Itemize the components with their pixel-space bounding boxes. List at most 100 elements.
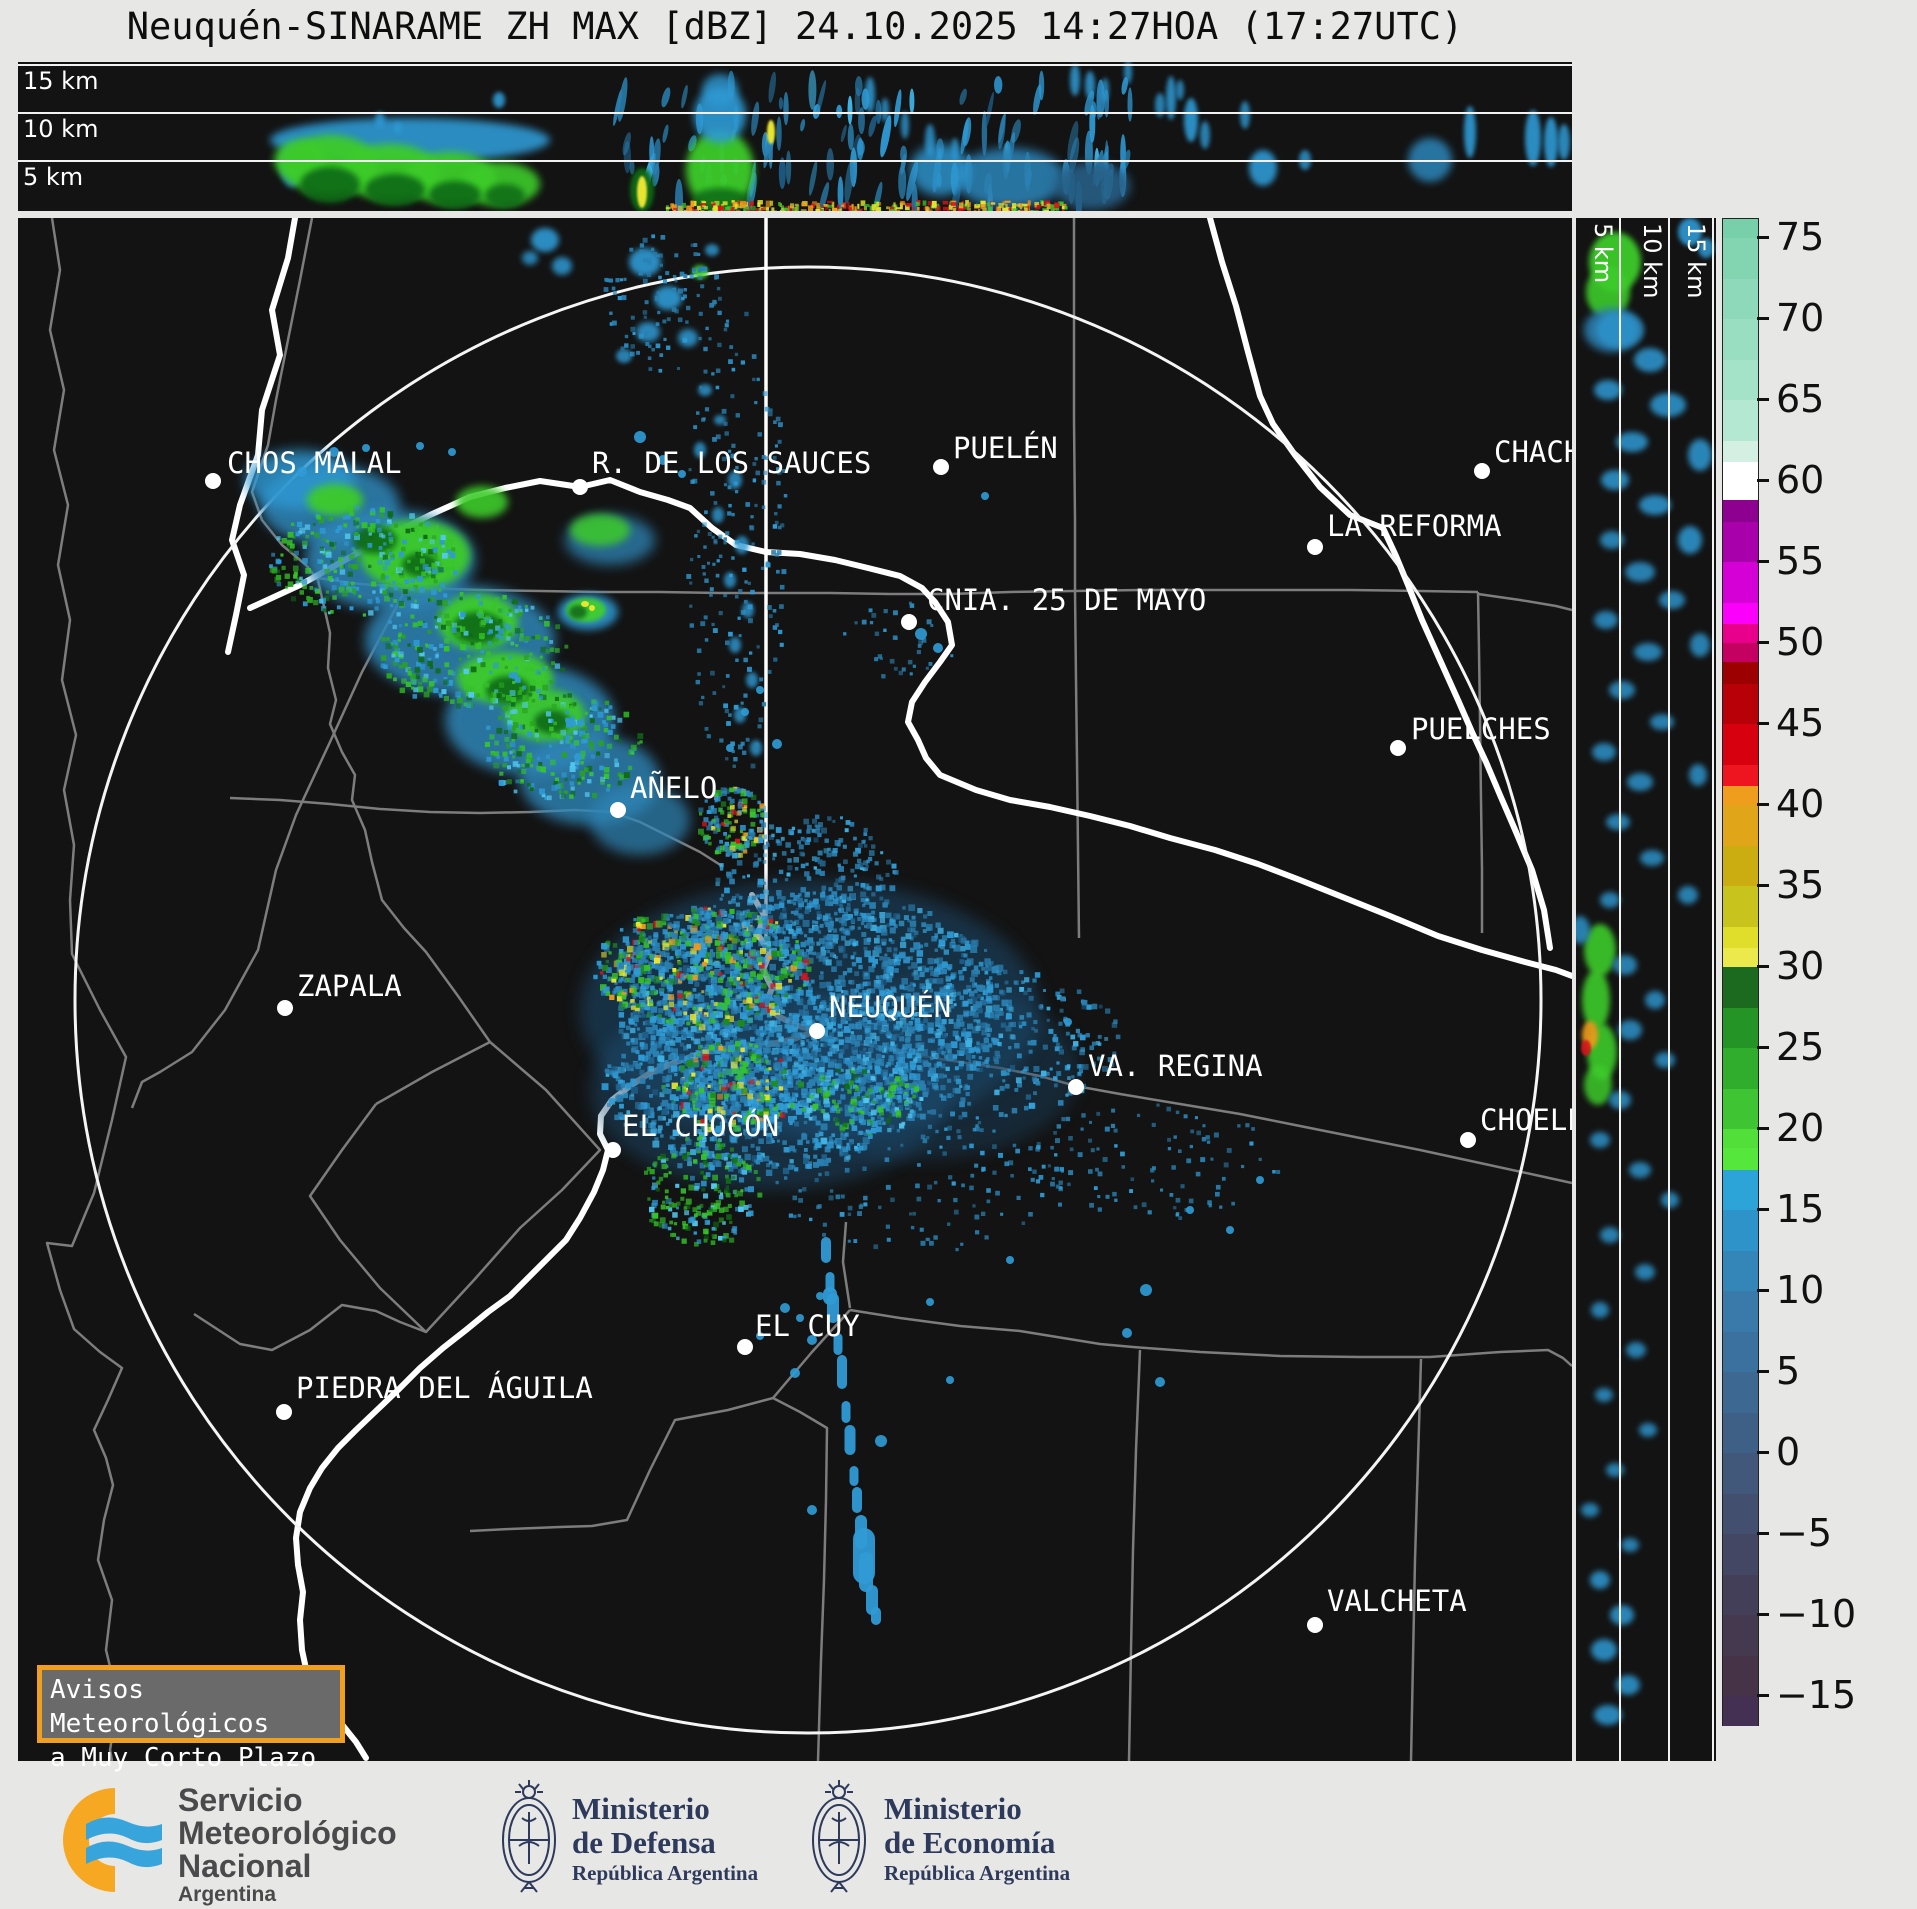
colorbar-tick [1757, 964, 1769, 968]
colorbar-tick-label: 50 [1776, 620, 1825, 664]
city-dot [901, 614, 917, 630]
city-label: LA REFORMA [1327, 509, 1502, 543]
province-boundary [1072, 218, 1081, 939]
river-line [225, 218, 298, 655]
altitude-line-5km [18, 160, 1572, 162]
defensa-crest-icon [502, 1780, 556, 1893]
colorbar-band [1723, 440, 1758, 463]
city-dot [276, 1404, 292, 1420]
colorbar-tick-label: 5 [1776, 1349, 1801, 1393]
footer-logos: Servicio Meteorológico Nacional Argentin… [0, 1770, 1917, 1909]
echo-dot [816, 1292, 824, 1300]
city-label: CHOS MALAL [227, 446, 402, 480]
colorbar-band [1723, 1291, 1758, 1332]
city-dot [610, 802, 626, 818]
colorbar-band [1723, 1655, 1758, 1697]
colorbar-tick [1757, 1045, 1769, 1049]
colorbar-tick [1757, 1612, 1769, 1616]
colorbar-band [1723, 967, 1758, 1008]
colorbar-tick [1757, 883, 1769, 887]
city-dot [1390, 740, 1406, 756]
defensa-wordmark: Ministerio de Defensa República Argentin… [572, 1791, 759, 1886]
city-dot [1068, 1079, 1084, 1095]
colorbar-band [1723, 724, 1758, 765]
smn-logo-arc [63, 1788, 115, 1892]
colorbar-tick [1757, 721, 1769, 725]
colorbar-band [1723, 845, 1758, 887]
colorbar-band [1723, 1453, 1758, 1494]
city-label: R. DE LOS SAUCES [592, 446, 871, 480]
echo-dot [566, 718, 576, 728]
colorbar-tick-label: 25 [1776, 1025, 1825, 1069]
city-label: NEUQUÉN [829, 990, 951, 1024]
echo-dot [946, 1376, 954, 1384]
city-label: EL CUY [755, 1309, 860, 1343]
colorbar-band [1723, 461, 1758, 501]
city-dot [277, 1000, 293, 1016]
province-boundary [849, 1308, 1572, 1367]
province-boundary [469, 1396, 774, 1533]
echo-streak [833, 1333, 843, 1355]
river-line [247, 477, 1572, 979]
echo-dot [741, 708, 749, 716]
colorbar-band [1723, 926, 1758, 949]
echo-dot [1155, 1377, 1165, 1387]
city-dot [809, 1023, 825, 1039]
colorbar-band [1723, 662, 1758, 684]
altitude-label-10km: 10 km [23, 115, 99, 143]
echo-streak [844, 1425, 856, 1455]
colorbar-band [1723, 1088, 1758, 1130]
province-boundary [1477, 592, 1572, 612]
echo-streak [852, 1487, 862, 1513]
colorbar-band [1723, 238, 1758, 279]
colorbar-band [1723, 623, 1758, 644]
echo-streak [849, 1466, 859, 1486]
city-label: VALCHETA [1327, 1584, 1467, 1618]
colorbar-band [1723, 521, 1758, 563]
echo-dot [1122, 1328, 1132, 1338]
colorbar-band [1723, 602, 1758, 625]
page-title: Neuquén-SINARAME ZH MAX [dBZ] 24.10.2025… [126, 5, 1464, 48]
colorbar-tick-label: 0 [1776, 1430, 1801, 1474]
colorbar-band [1723, 1493, 1758, 1535]
colorbar-tick-label: 75 [1776, 215, 1825, 259]
warning-line2: a Muy Corto Plazo [50, 1743, 317, 1773]
colorbar-band [1723, 785, 1758, 806]
colorbar-tick [1757, 1693, 1769, 1697]
echo-streak [823, 1287, 837, 1305]
colorbar-band [1723, 278, 1758, 320]
echo-dot [796, 1314, 804, 1322]
echo-dot [915, 628, 927, 640]
colorbar-band [1723, 219, 1758, 239]
colorbar-tick-label: −10 [1776, 1592, 1857, 1636]
echo-dot [1256, 1176, 1264, 1184]
colorbar-band [1723, 1331, 1758, 1373]
colorbar-band [1723, 319, 1758, 360]
province-boundary [1127, 1349, 1142, 1761]
colorbar-tick-label: 45 [1776, 701, 1825, 745]
colorbar-band [1723, 359, 1758, 401]
economia-wordmark: Ministerio de Economía República Argenti… [884, 1791, 1071, 1886]
province-boundary [250, 218, 492, 1043]
echo-streak [837, 1355, 847, 1389]
echo-dot [1186, 1206, 1194, 1214]
colorbar-band [1723, 1574, 1758, 1616]
city-label: PUELCHES [1411, 712, 1551, 746]
echo-streak [859, 1552, 873, 1592]
echo-dot [448, 448, 456, 456]
colorbar-tick [1757, 1126, 1769, 1130]
colorbar-tick-label: 15 [1776, 1187, 1825, 1231]
province-boundary [130, 524, 440, 1109]
colorbar-tick [1757, 1207, 1769, 1211]
smn-wordmark: Servicio Meteorológico Nacional Argentin… [178, 1782, 397, 1907]
city-dot [933, 459, 949, 475]
colorbar-tick-label: 35 [1776, 863, 1825, 907]
colorbar-tick-label: 40 [1776, 782, 1825, 826]
colorbar-tick [1757, 1369, 1769, 1373]
echo-dot [1226, 1226, 1234, 1234]
colorbar-tick-label: 20 [1776, 1106, 1825, 1150]
colorbar-tick-label: 65 [1776, 377, 1825, 421]
city-label: ZAPALA [297, 969, 402, 1003]
province-boundary [772, 1396, 829, 1761]
